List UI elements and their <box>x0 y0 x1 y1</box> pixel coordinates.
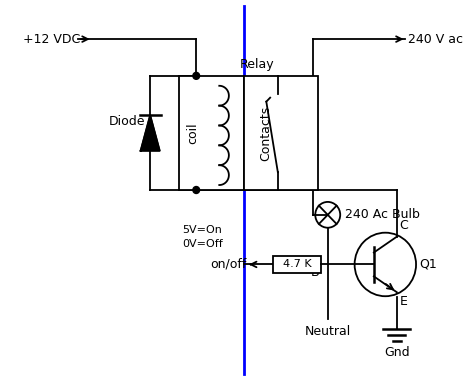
Circle shape <box>193 72 200 79</box>
Text: on/off: on/off <box>210 258 247 271</box>
Bar <box>273 255 321 273</box>
Text: E: E <box>400 295 408 308</box>
Text: Gnd: Gnd <box>384 346 410 359</box>
Text: 240 V ac: 240 V ac <box>409 33 464 46</box>
Text: Diode: Diode <box>109 115 146 128</box>
Text: C: C <box>400 219 409 232</box>
Text: +12 VDC: +12 VDC <box>22 33 80 46</box>
Text: 0V=Off: 0V=Off <box>182 239 223 249</box>
Text: Neutral: Neutral <box>305 325 351 338</box>
Circle shape <box>193 187 200 193</box>
Text: 4.7 K: 4.7 K <box>283 260 311 269</box>
Bar <box>244 76 318 190</box>
Polygon shape <box>141 115 160 151</box>
Text: Contacts: Contacts <box>259 105 272 160</box>
Text: B: B <box>310 266 319 279</box>
Text: coil: coil <box>186 122 199 144</box>
Text: Q1: Q1 <box>419 258 437 271</box>
Text: 240 Ac Bulb: 240 Ac Bulb <box>345 208 420 221</box>
Text: Relay: Relay <box>239 58 274 71</box>
Bar <box>179 76 244 190</box>
Text: 5V=On: 5V=On <box>182 225 222 235</box>
